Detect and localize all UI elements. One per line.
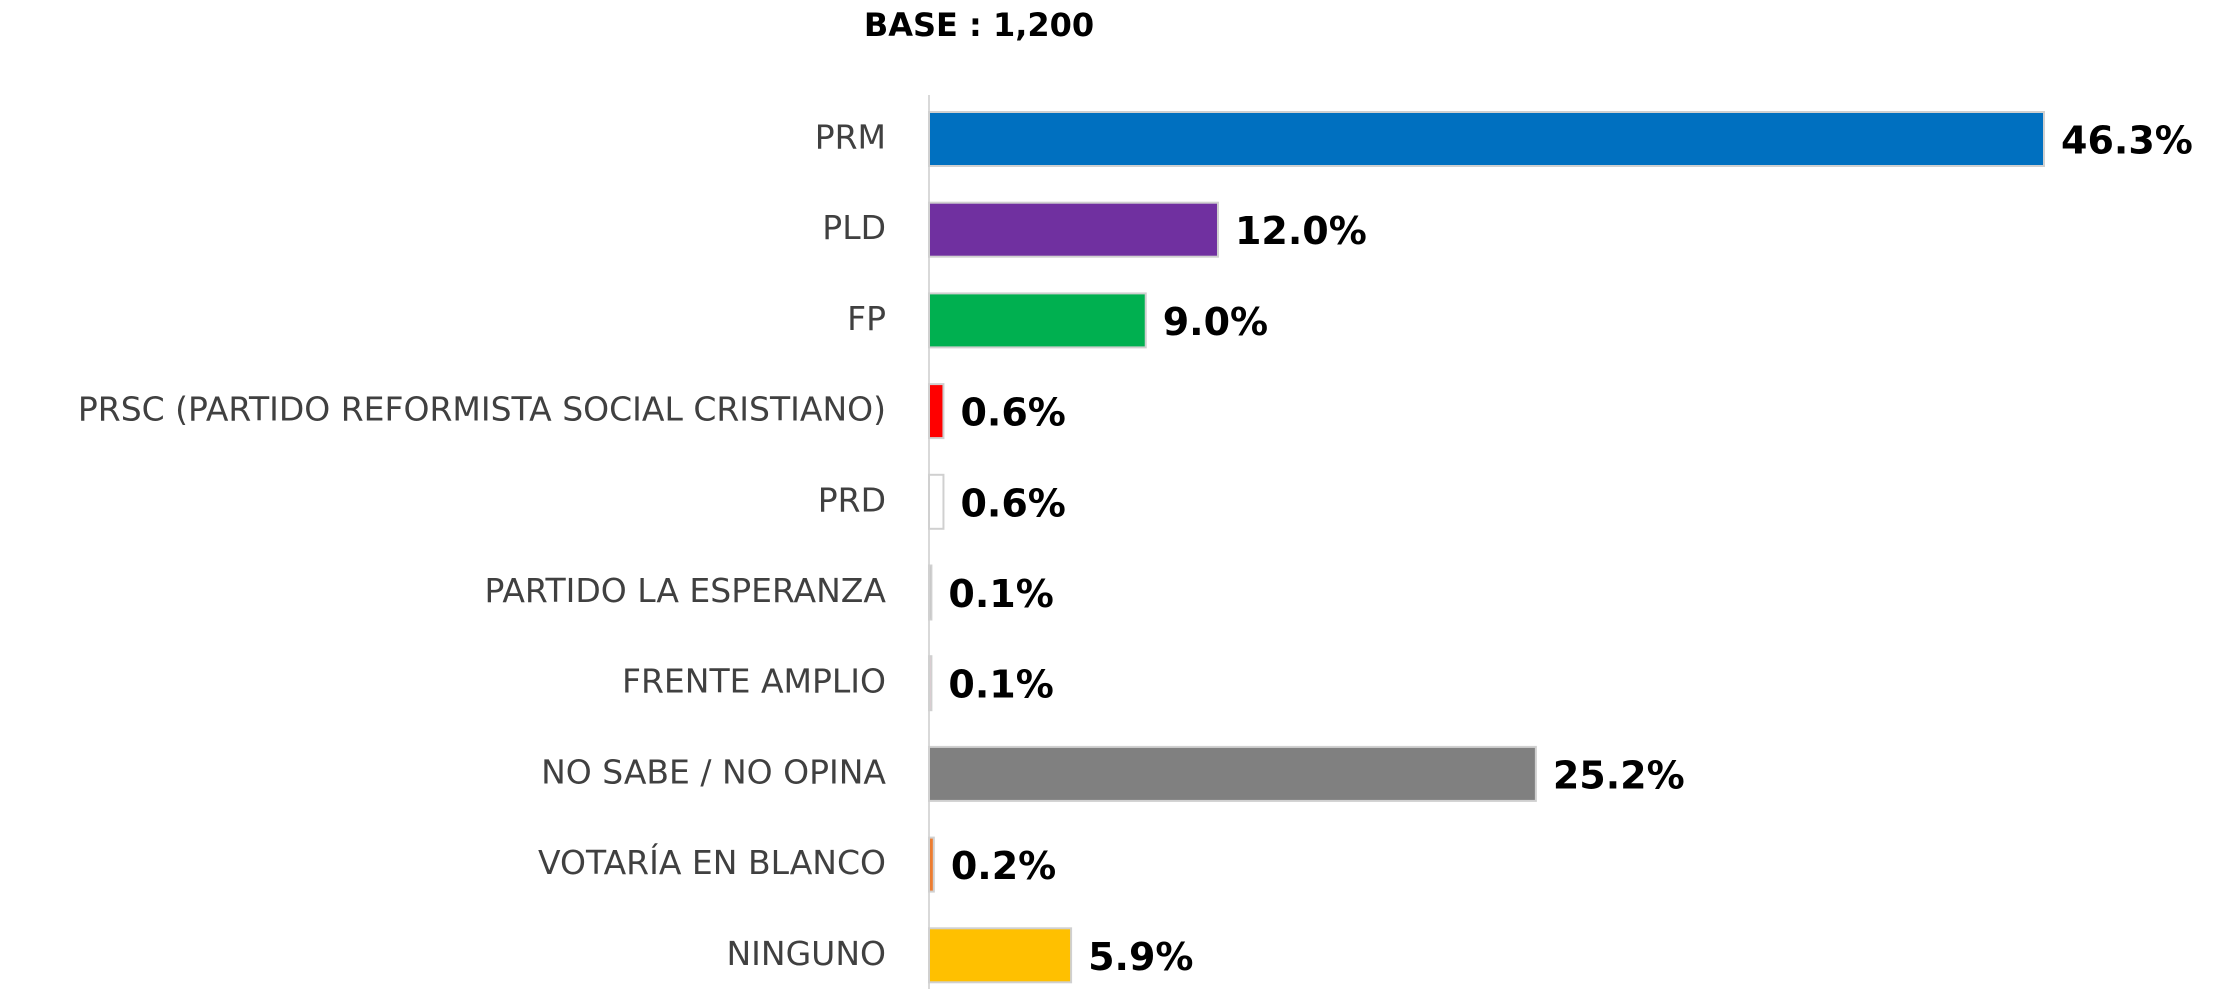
category-label: NINGUNO [727, 934, 887, 973]
value-label: 0.1% [948, 663, 1053, 707]
value-label: 0.1% [948, 572, 1053, 616]
category-label: FRENTE AMPLIO [622, 662, 886, 701]
chart-title: BASE : 1,200 [864, 6, 1094, 44]
bar [928, 201, 1219, 258]
value-label: 0.2% [951, 844, 1056, 888]
category-label: NO SABE / NO OPINA [541, 752, 886, 791]
value-label: 46.3% [2061, 119, 2193, 163]
value-label: 5.9% [1088, 935, 1193, 979]
bar [928, 564, 933, 621]
bar [928, 745, 1537, 802]
bar [928, 473, 945, 530]
value-label: 0.6% [960, 391, 1065, 435]
bar [928, 655, 933, 712]
bar [928, 836, 935, 893]
value-label: 0.6% [960, 481, 1065, 525]
category-label: PRD [818, 480, 886, 519]
category-label: FP [847, 299, 886, 338]
category-label: PLD [822, 208, 886, 247]
category-label: PRSC (PARTIDO REFORMISTA SOCIAL CRISTIAN… [78, 390, 886, 429]
category-label: PRM [815, 118, 886, 157]
bar [928, 927, 1073, 984]
value-label: 12.0% [1235, 209, 1367, 253]
bar [928, 383, 945, 440]
value-label: 25.2% [1553, 753, 1685, 797]
category-label: VOTARÍA EN BLANCO [538, 842, 886, 882]
value-label: 9.0% [1163, 300, 1268, 344]
bar [928, 292, 1147, 349]
bar [928, 111, 2045, 167]
category-label: PARTIDO LA ESPERANZA [485, 571, 887, 610]
